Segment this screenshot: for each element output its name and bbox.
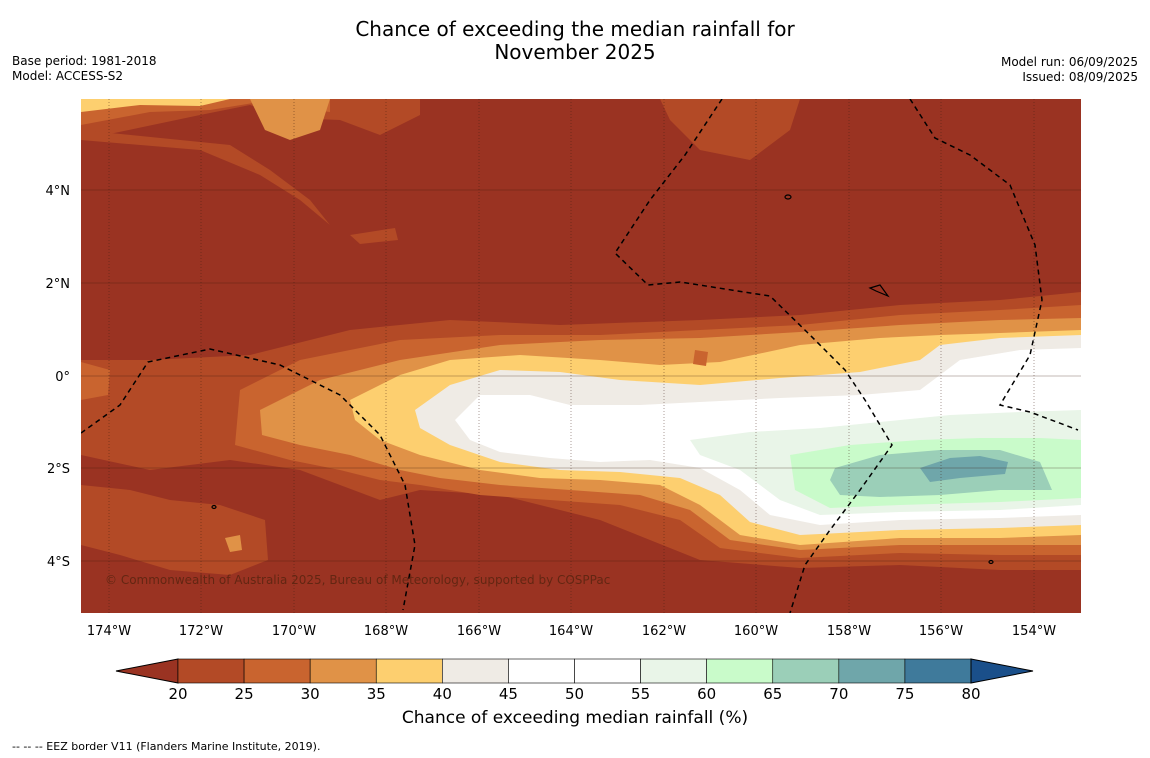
copyright-text: © Commonwealth of Australia 2025, Bureau… (105, 573, 610, 587)
colorbar-segment (574, 658, 641, 684)
map-title: Chance of exceeding the median rainfall … (0, 18, 1150, 64)
colorbar-segment (442, 658, 509, 684)
lat-axis: 4°N 2°N 0° 2°S 4°S (46, 184, 71, 570)
colorbar-segment (508, 658, 575, 684)
lon-label: 170°W (272, 624, 316, 639)
lat-label: 4°N (46, 184, 71, 199)
colorbar-segment (177, 658, 245, 684)
colorbar-extend-high (970, 658, 1034, 684)
colorbar-tick-label: 45 (499, 685, 518, 703)
lon-label: 162°W (642, 624, 686, 639)
rainfall-map: 4°N 2°N 0° 2°S 4°S 174°W 172°W 170°W 168… (46, 99, 1081, 703)
meta-left: Base period: 1981-2018 Model: ACCESS-S2 (12, 54, 157, 84)
colorbar-segment (375, 658, 443, 684)
lon-label: 160°W (734, 624, 778, 639)
base-period: Base period: 1981-2018 (12, 54, 157, 68)
colorbar-tick-label: 60 (697, 685, 716, 703)
lat-label: 4°S (47, 555, 70, 570)
issued-date: Issued: 08/09/2025 (1022, 70, 1138, 84)
colorbar-extend-low (115, 658, 179, 684)
colorbar-tick-label: 40 (433, 685, 452, 703)
colorbar-segment (243, 658, 311, 684)
lon-label: 172°W (179, 624, 223, 639)
lon-label: 154°W (1012, 624, 1056, 639)
colorbar-tick-label: 50 (565, 685, 584, 703)
model-name: Model: ACCESS-S2 (12, 69, 124, 83)
colorbar-tick-label: 20 (168, 685, 187, 703)
eez-footnote: -- -- -- EEZ border V11 (Flanders Marine… (12, 740, 321, 753)
lon-label: 168°W (364, 624, 408, 639)
lon-axis: 174°W 172°W 170°W 168°W 166°W 164°W 162°… (87, 624, 1056, 639)
meta-right: Model run: 06/09/2025 Issued: 08/09/2025 (1001, 55, 1138, 85)
colorbar-segment (904, 658, 972, 684)
colorbar-tick-label: 30 (301, 685, 320, 703)
colorbar-tick-label: 70 (829, 685, 848, 703)
colorbar-segment (706, 658, 774, 684)
eez-borders (81, 99, 1079, 613)
colorbar-segment (772, 658, 840, 684)
lon-label: 164°W (549, 624, 593, 639)
lat-label: 2°N (46, 277, 71, 292)
lon-label: 156°W (919, 624, 963, 639)
lon-label: 158°W (827, 624, 871, 639)
colorbar-segment (309, 658, 377, 684)
title-line-1: Chance of exceeding the median rainfall … (355, 17, 795, 41)
colorbar-tick-label: 80 (961, 685, 980, 703)
lat-label: 2°S (47, 462, 70, 477)
colorbar-tick-label: 55 (631, 685, 650, 703)
colorbar-label: Chance of exceeding median rainfall (%) (401, 708, 749, 728)
lon-label: 174°W (87, 624, 131, 639)
lon-label: 166°W (457, 624, 501, 639)
colorbar-segment (640, 658, 707, 684)
colorbar-tick-label: 35 (367, 685, 386, 703)
title-line-2: November 2025 (494, 40, 656, 64)
colorbar-tick-label: 25 (235, 685, 254, 703)
lat-label: 0° (55, 370, 70, 385)
colorbar-segment (838, 658, 906, 684)
map-contours (81, 99, 1081, 613)
model-run: Model run: 06/09/2025 (1000, 55, 1138, 69)
colorbar: 20 25 30 35 40 45 50 55 60 65 70 75 80 (115, 658, 1034, 703)
colorbar-tick-label: 75 (895, 685, 914, 703)
colorbar-tick-label: 65 (763, 685, 782, 703)
